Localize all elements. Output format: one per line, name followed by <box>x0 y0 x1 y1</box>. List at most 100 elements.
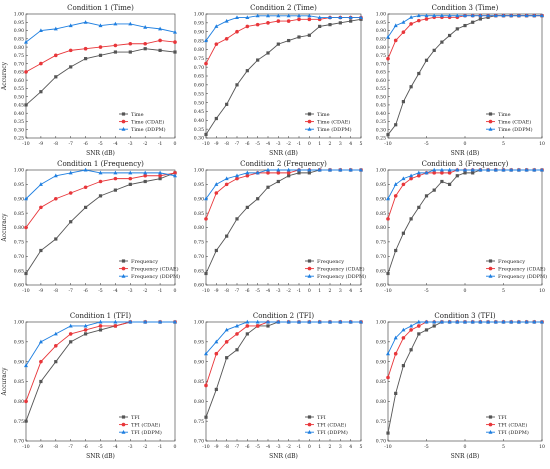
data-point <box>98 53 103 57</box>
legend-label: Frequency (CDAE) <box>317 265 365 272</box>
y-tick-label: 0.25 <box>376 136 386 142</box>
x-tick-label: -4 <box>266 288 271 294</box>
data-point <box>143 25 148 29</box>
legend-label: TFI <box>498 415 507 421</box>
data-point <box>255 13 260 18</box>
data-point <box>297 17 301 22</box>
legend-marker <box>488 422 493 427</box>
data-point <box>328 15 332 20</box>
chart-title: Condition 2 (Frequency) <box>240 160 327 168</box>
data-point <box>501 167 506 172</box>
legend-marker <box>307 259 312 263</box>
data-point <box>287 38 291 43</box>
data-point <box>128 319 133 324</box>
y-tick-label: 0.95 <box>14 20 24 26</box>
data-point <box>416 170 421 175</box>
legend-marker <box>488 119 493 124</box>
x-tick-label: -8 <box>224 288 229 294</box>
data-point <box>255 22 260 27</box>
x-tick-label: -1 <box>158 141 163 147</box>
data-point <box>24 225 28 230</box>
legend-label: Frequency (CDAE) <box>131 265 179 272</box>
data-point <box>409 173 414 178</box>
data-point <box>471 171 475 175</box>
x-tick-label: -3 <box>128 141 133 147</box>
series-line <box>25 48 176 106</box>
y-axis-label: Accuracy <box>1 61 8 91</box>
y-tick-label: 0.85 <box>376 211 386 217</box>
data-point <box>214 387 218 392</box>
data-point <box>401 30 406 34</box>
x-tick-label: 3 <box>339 141 342 147</box>
y-tick-label: 0.75 <box>194 240 204 246</box>
y-tick-label: 0.85 <box>194 379 204 385</box>
legend-label: Frequency <box>498 259 525 265</box>
x-tick-label: 1 <box>318 141 321 147</box>
legend-marker <box>121 415 126 419</box>
data-point <box>68 170 73 175</box>
data-point <box>68 323 73 328</box>
x-axis-label: SNR (dB) <box>269 453 298 460</box>
data-point <box>214 182 219 186</box>
data-point <box>417 173 421 178</box>
chart-title: Condition 3 (Time) <box>432 4 499 12</box>
data-point <box>348 167 353 172</box>
y-tick-label: 0.35 <box>14 119 24 125</box>
data-point <box>245 319 250 324</box>
data-point <box>417 324 421 328</box>
data-point <box>235 176 239 181</box>
y-tick-label: 0.85 <box>194 38 204 44</box>
x-tick-label: -7 <box>235 141 240 147</box>
data-point <box>266 21 270 25</box>
y-tick-label: 0.75 <box>14 53 24 59</box>
y-tick-label: 0.80 <box>14 45 24 51</box>
data-point <box>143 170 148 175</box>
data-point <box>401 336 406 340</box>
data-point <box>424 17 429 21</box>
y-tick-label: 0.85 <box>14 211 24 217</box>
data-point <box>235 332 239 336</box>
data-point <box>24 70 28 74</box>
x-axis-label: SNR (dB) <box>86 453 115 460</box>
legend-marker <box>488 112 493 116</box>
x-tick-label: -2 <box>143 444 148 450</box>
y-tick-label: 1.00 <box>376 168 386 174</box>
data-point <box>84 205 88 209</box>
data-point <box>204 196 208 201</box>
legend-marker <box>121 266 126 271</box>
data-point <box>401 100 405 104</box>
data-point <box>509 13 514 18</box>
y-tick-label: 0.95 <box>376 182 386 188</box>
x-tick-label: 5 <box>360 141 363 147</box>
data-point <box>532 319 537 324</box>
y-tick-label: 0.50 <box>14 94 24 100</box>
y-tick-label: 0.60 <box>194 283 204 289</box>
data-point <box>401 176 406 181</box>
x-tick-label: 0 <box>308 444 311 450</box>
data-point <box>276 167 281 172</box>
y-tick-label: 0.60 <box>14 78 24 84</box>
x-tick-label: -4 <box>266 141 271 147</box>
chart-panel: Condition 3 (TFI) 0.70 0.75 0.80 0.85 0.90 0.9… <box>376 312 545 460</box>
data-point <box>224 176 229 181</box>
data-point <box>463 171 467 175</box>
x-tick-label: -7 <box>68 288 73 294</box>
y-tick-label: 0.75 <box>376 419 386 425</box>
data-point <box>235 83 239 87</box>
data-point <box>255 170 260 175</box>
legend-label: TFI <box>317 415 326 421</box>
x-tick-label: -2 <box>286 288 291 294</box>
x-tick-label: -9 <box>214 444 219 450</box>
y-tick-label: 0.60 <box>376 283 386 289</box>
legend-label: Time <box>498 112 511 118</box>
legend-marker <box>121 422 126 427</box>
data-point <box>470 319 475 324</box>
chart-panel: Condition 3 (Time) 0.25 0.30 0.35 0.40 0.45 0.… <box>376 4 545 157</box>
data-point <box>224 327 229 332</box>
data-point <box>39 205 43 210</box>
data-point <box>113 50 117 54</box>
data-point <box>524 13 529 18</box>
data-point <box>235 323 239 328</box>
x-tick-label: -8 <box>54 444 59 450</box>
legend-label: Frequency <box>317 259 344 265</box>
